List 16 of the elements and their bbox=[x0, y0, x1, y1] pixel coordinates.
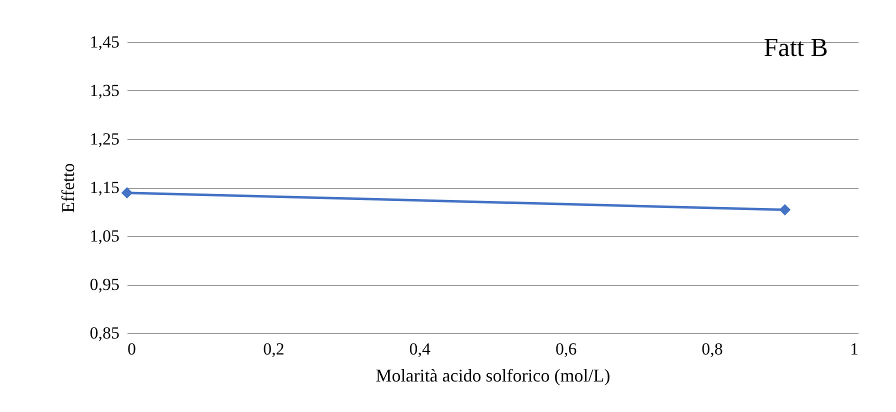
y-tick-label: 1,05 bbox=[90, 226, 120, 246]
chart-title: Fatt B bbox=[764, 33, 828, 62]
y-tick-label: 0,95 bbox=[90, 275, 120, 294]
x-tick-label: 0,8 bbox=[702, 340, 723, 358]
y-axis-title: Effetto bbox=[58, 163, 78, 213]
y-tick-label: 0,85 bbox=[90, 324, 120, 342]
x-tick-label: 0,4 bbox=[409, 340, 432, 358]
y-tick-label: 1,45 bbox=[90, 32, 120, 52]
text: 0 bbox=[128, 340, 136, 358]
y-tick-label: 1,25 bbox=[90, 130, 120, 148]
x-tick-label: 1 bbox=[850, 340, 858, 358]
x-tick-label: 0,2 bbox=[263, 340, 284, 358]
y-tick-label: 1,15 bbox=[90, 178, 120, 197]
x-axis-title: Molarità acido solforico (mol/L) bbox=[376, 366, 610, 386]
y-tick-label: 1,35 bbox=[90, 81, 120, 100]
x-tick-label: 0,6 bbox=[555, 340, 577, 358]
